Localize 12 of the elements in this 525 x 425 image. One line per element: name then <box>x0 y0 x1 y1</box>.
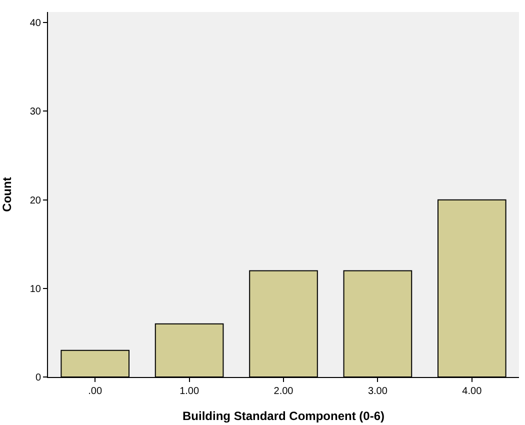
y-tick-label: 40 <box>30 18 42 30</box>
x-tick-label: .00 <box>88 386 102 397</box>
y-axis-title: Count <box>0 177 14 212</box>
x-tick-label: 2.00 <box>274 386 294 397</box>
y-tick-label: 0 <box>35 372 42 384</box>
x-axis-title: Building Standard Component (0-6) <box>182 408 384 423</box>
x-tick-label: 3.00 <box>368 386 388 397</box>
x-tick-label: 1.00 <box>180 386 200 397</box>
y-tick-label: 20 <box>30 195 42 206</box>
x-tick-label: 4.00 <box>462 386 482 397</box>
y-tick-label: 10 <box>30 284 42 295</box>
y-tick-label: 30 <box>30 106 42 118</box>
